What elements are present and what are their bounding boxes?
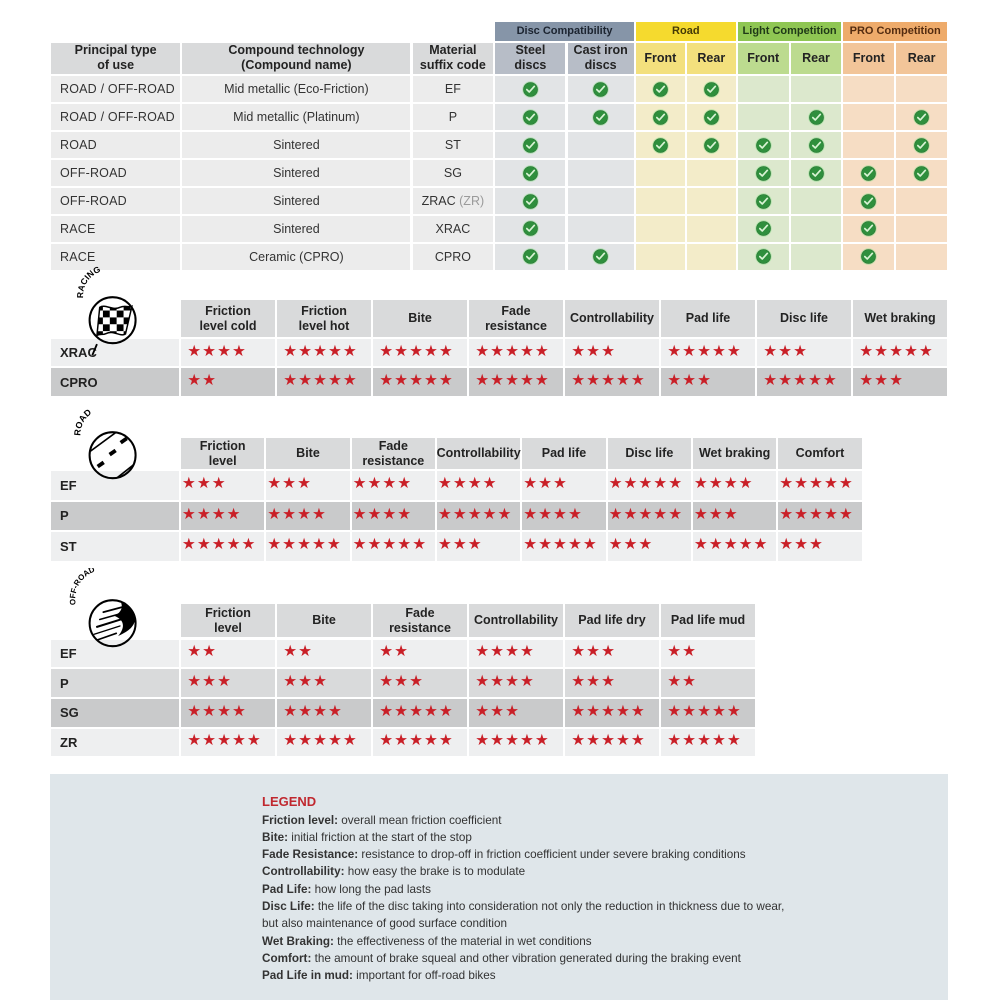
svg-text:ROAD: ROAD [73, 406, 94, 435]
svg-text:OFF-ROAD: OFF-ROAD [69, 568, 97, 605]
svg-text:RACING: RACING [75, 265, 102, 298]
